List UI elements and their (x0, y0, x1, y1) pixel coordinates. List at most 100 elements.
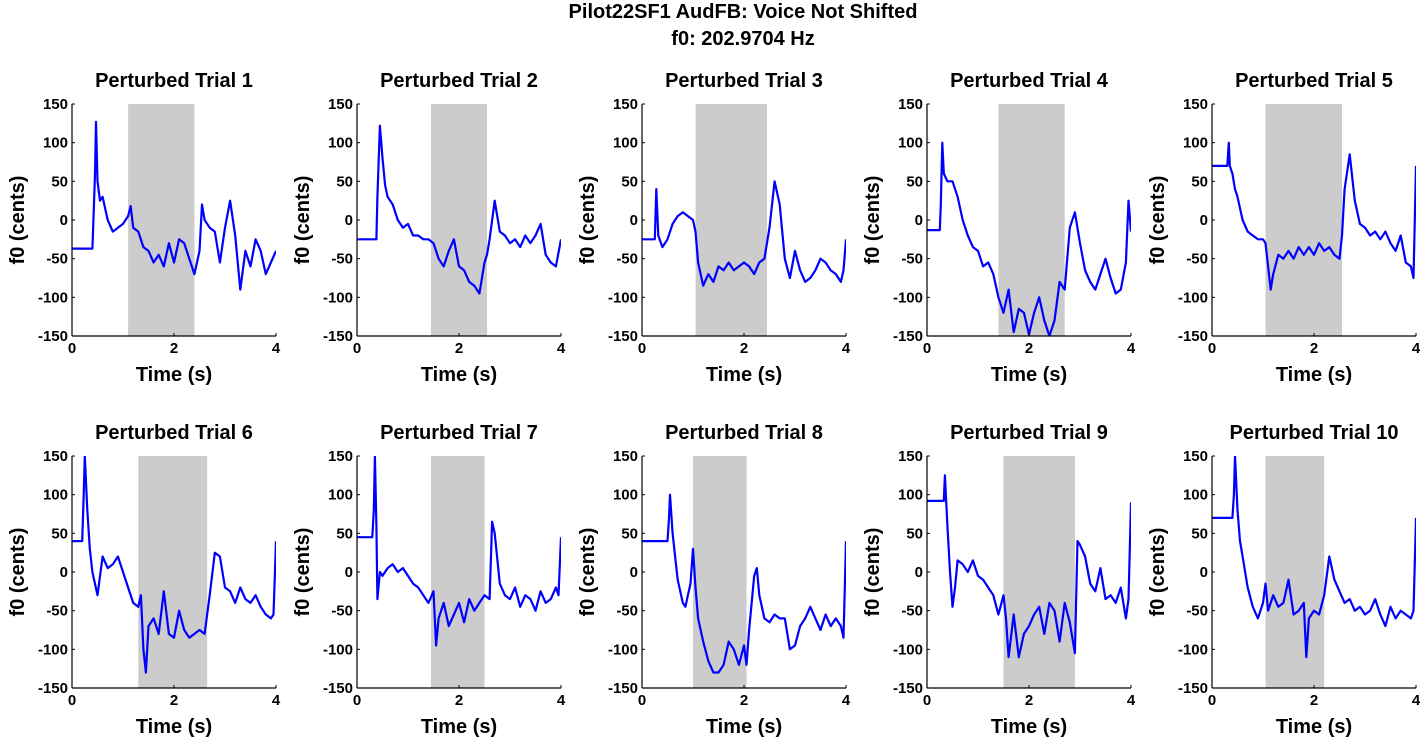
f0-trace (72, 120, 276, 291)
y-axis-label: f0 (cents) (292, 528, 314, 617)
y-tick-label: 150 (43, 96, 68, 113)
f0-trace (927, 474, 1131, 659)
subplot-title: Perturbed Trial 3 (665, 70, 823, 92)
y-tick-label: 150 (328, 96, 353, 113)
f0-trace (72, 456, 276, 674)
f0-trace (357, 124, 561, 295)
subplot-title: Perturbed Trial 2 (380, 70, 538, 92)
y-tick-label: 100 (1183, 487, 1208, 504)
y-tick-label: -150 (38, 328, 68, 345)
x-axis-label: Time (s) (421, 364, 497, 386)
figure-subtitle: f0: 202.9704 Hz (671, 28, 814, 50)
y-tick-label: 150 (613, 448, 638, 465)
y-tick-label: 0 (345, 212, 353, 229)
y-tick-label: 50 (1191, 525, 1208, 542)
f0-trace (642, 180, 846, 287)
y-tick-label: -100 (323, 289, 353, 306)
y-tick-label: -50 (901, 251, 923, 268)
perturbation-window (998, 104, 1065, 336)
subplot-8: Perturbed Trial 8 -150 -100 -50 0 50 100 150 0 2 4… (577, 422, 851, 738)
x-tick-label: 0 (1208, 340, 1216, 357)
y-tick-label: 0 (345, 564, 353, 581)
y-tick-label: 150 (898, 448, 923, 465)
y-tick-label: 150 (613, 96, 638, 113)
y-tick-label: 50 (51, 525, 68, 542)
y-tick-label: 50 (1191, 173, 1208, 190)
subplot-title: Perturbed Trial 9 (950, 422, 1108, 444)
y-tick-label: -100 (1178, 289, 1208, 306)
y-tick-label: 50 (906, 173, 923, 190)
x-tick-label: 4 (272, 692, 281, 709)
y-axis-label: f0 (cents) (7, 176, 29, 265)
x-axis-label: Time (s) (421, 716, 497, 738)
y-tick-label: -150 (608, 680, 638, 697)
perturbation-window (693, 456, 747, 688)
x-tick-label: 4 (557, 340, 566, 357)
figure-title: Pilot22SF1 AudFB: Voice Not Shifted (569, 1, 918, 23)
y-axis-label: f0 (cents) (7, 528, 29, 617)
x-tick-label: 0 (353, 340, 361, 357)
y-tick-label: 150 (328, 448, 353, 465)
x-axis-label: Time (s) (706, 716, 782, 738)
x-tick-label: 0 (68, 692, 76, 709)
y-tick-label: 100 (328, 487, 353, 504)
subplot-4: Perturbed Trial 4 -150 -100 -50 0 50 100 150 0 2 4… (862, 70, 1136, 386)
y-tick-label: 0 (60, 212, 68, 229)
y-tick-label: -150 (323, 680, 353, 697)
x-tick-label: 0 (68, 340, 76, 357)
x-tick-label: 0 (1208, 692, 1216, 709)
y-axis-label: f0 (cents) (292, 176, 314, 265)
subplot-7: Perturbed Trial 7 -150 -100 -50 0 50 100 150 0 2 4… (292, 422, 566, 738)
f0-trace (357, 456, 561, 647)
y-tick-label: -150 (1178, 328, 1208, 345)
x-tick-label: 2 (1310, 340, 1318, 357)
y-tick-label: 0 (1200, 564, 1208, 581)
perturbation-window (1003, 456, 1075, 688)
perturbation-window (1265, 104, 1343, 336)
subplot-10: Perturbed Trial 10 -150 -100 -50 0 50 100 150 0 2… (1147, 422, 1421, 738)
y-tick-label: -150 (893, 328, 923, 345)
x-tick-label: 4 (1127, 692, 1136, 709)
y-tick-label: -100 (608, 641, 638, 658)
y-tick-label: 100 (898, 135, 923, 152)
x-tick-label: 2 (170, 692, 178, 709)
y-tick-label: -150 (608, 328, 638, 345)
x-tick-label: 4 (842, 340, 851, 357)
x-tick-label: 4 (1412, 340, 1421, 357)
y-tick-label: 0 (630, 564, 638, 581)
y-tick-label: 0 (915, 564, 923, 581)
x-tick-label: 2 (170, 340, 178, 357)
subplot-5: Perturbed Trial 5 -150 -100 -50 0 50 100 150 0 2 4… (1147, 70, 1421, 386)
y-axis-label: f0 (cents) (577, 176, 599, 265)
x-tick-label: 4 (1412, 692, 1421, 709)
y-tick-label: -50 (901, 603, 923, 620)
x-axis-label: Time (s) (991, 364, 1067, 386)
y-axis-label: f0 (cents) (1147, 528, 1169, 617)
y-axis-label: f0 (cents) (862, 528, 884, 617)
y-tick-label: 100 (1183, 135, 1208, 152)
subplot-1: Perturbed Trial 1 -150 -100 -50 0 50 100 150 0 2 4… (7, 70, 281, 386)
y-tick-label: -100 (608, 289, 638, 306)
y-tick-label: -50 (46, 251, 68, 268)
y-tick-label: 0 (1200, 212, 1208, 229)
x-tick-label: 4 (842, 692, 851, 709)
y-tick-label: 100 (328, 135, 353, 152)
subplot-title: Perturbed Trial 7 (380, 422, 538, 444)
y-tick-label: 100 (43, 135, 68, 152)
y-tick-label: -50 (1186, 251, 1208, 268)
subplot-6: Perturbed Trial 6 -150 -100 -50 0 50 100 150 0 2 4… (7, 422, 281, 738)
x-tick-label: 2 (740, 340, 748, 357)
perturbation-window (138, 456, 208, 688)
y-tick-label: 150 (1183, 96, 1208, 113)
x-axis-label: Time (s) (136, 364, 212, 386)
y-tick-label: 0 (630, 212, 638, 229)
y-tick-label: -50 (1186, 603, 1208, 620)
x-tick-label: 4 (557, 692, 566, 709)
y-tick-label: -50 (616, 251, 638, 268)
x-tick-label: 0 (353, 692, 361, 709)
y-tick-label: -150 (38, 680, 68, 697)
y-tick-label: 50 (621, 525, 638, 542)
y-tick-label: 0 (60, 564, 68, 581)
subplot-9: Perturbed Trial 9 -150 -100 -50 0 50 100 150 0 2 4… (862, 422, 1136, 738)
